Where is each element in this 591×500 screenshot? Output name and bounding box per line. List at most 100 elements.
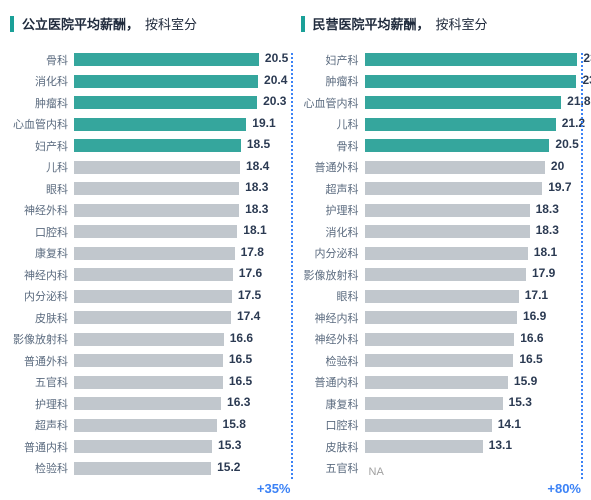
row-label: 超声科 (10, 417, 74, 433)
row-value: 15.3 (509, 395, 532, 409)
bar-fill: 20.3 (74, 96, 257, 109)
row-value: 23.5 (582, 73, 591, 87)
bar-track: 21.2 (365, 118, 582, 131)
bar-rows: 骨科20.5消化科20.4肿瘤科20.3心血管内科19.1妇产科18.5儿科18… (10, 49, 291, 479)
row-value: 17.9 (532, 266, 555, 280)
bar-track: 15.3 (365, 397, 582, 410)
bar-row: 普通内科 15.9 (301, 372, 582, 394)
chart-panel: 公立医院平均薪酬，按科室分骨科20.5消化科20.4肿瘤科20.3心血管内科19… (10, 14, 291, 479)
bar-track: 15.3 (74, 440, 291, 453)
bar-row: 内分泌科 18.1 (301, 243, 582, 265)
row-na: NA (369, 466, 384, 478)
row-value: 20.3 (263, 94, 286, 108)
bar-fill: 16.3 (74, 397, 221, 410)
bar-track: 13.1 (365, 440, 582, 453)
row-value: 16.5 (229, 352, 252, 366)
panel-subtitle: 按科室分 (436, 14, 488, 33)
bar-row: 五官科16.5 (10, 372, 291, 394)
row-label: 护理科 (301, 202, 365, 218)
bar-row: 检验科15.2 (10, 458, 291, 480)
row-value: 16.5 (229, 374, 252, 388)
row-label: 肿瘤科 (10, 95, 74, 111)
diff-dotted-line (291, 53, 293, 479)
bar-fill: 16.6 (365, 333, 515, 346)
bar-fill: 20 (365, 161, 545, 174)
chart-panel: 民营医院平均薪酬，按科室分妇产科23.6肿瘤科23.5心血管内科21.8儿科21… (301, 14, 582, 479)
bar-fill: 18.3 (74, 204, 239, 217)
bar-row: 妇产科23.6 (301, 49, 582, 71)
chart-container: 公立医院平均薪酬，按科室分骨科20.5消化科20.4肿瘤科20.3心血管内科19… (0, 0, 591, 489)
row-value: 16.6 (230, 331, 253, 345)
row-label: 口腔科 (301, 417, 365, 433)
bar-fill: 18.3 (365, 225, 530, 238)
bar-track: 21.8 (365, 96, 582, 109)
row-value: 15.8 (223, 417, 246, 431)
bar-fill: 16.6 (74, 333, 224, 346)
bar-track: 17.9 (365, 268, 582, 281)
bar-fill: 18.1 (74, 225, 237, 238)
row-value: 15.9 (514, 374, 537, 388)
row-value: 17.8 (241, 245, 264, 259)
bar-track: 16.5 (74, 354, 291, 367)
bar-track: NA (365, 462, 582, 475)
bar-track: 15.2 (74, 462, 291, 475)
bar-fill: 18.5 (74, 139, 241, 152)
row-label: 神经外科 (301, 331, 365, 347)
bar-track: 16.5 (365, 354, 582, 367)
bar-row: 儿科21.2 (301, 114, 582, 136)
row-label: 心血管内科 (10, 116, 74, 132)
row-label: 消化科 (10, 73, 74, 89)
bar-track: 15.8 (74, 419, 291, 432)
bar-track: 14.1 (365, 419, 582, 432)
row-value: 18.3 (245, 202, 268, 216)
bar-row: 影像放射科16.6 (10, 329, 291, 351)
row-label: 眼科 (10, 181, 74, 197)
row-value: 18.4 (246, 159, 269, 173)
row-label: 检验科 (10, 460, 74, 476)
row-label: 内分泌科 (301, 245, 365, 261)
row-label: 妇产科 (301, 52, 365, 68)
row-label: 普通内科 (301, 374, 365, 390)
bar-track: 18.3 (365, 204, 582, 217)
bar-row: 内分泌科17.5 (10, 286, 291, 308)
bar-track: 17.6 (74, 268, 291, 281)
row-label: 神经内科 (301, 310, 365, 326)
bar-fill: 19.1 (74, 118, 246, 131)
row-value: 23.6 (583, 51, 591, 65)
bar-row: 神经外科18.3 (10, 200, 291, 222)
bar-fill: 23.6 (365, 53, 578, 66)
row-label: 康复科 (10, 245, 74, 261)
title-accent-bar (10, 16, 14, 32)
row-value: 18.1 (534, 245, 557, 259)
row-value: 17.1 (525, 288, 548, 302)
bar-fill: 15.3 (365, 397, 503, 410)
row-label: 妇产科 (10, 138, 74, 154)
bar-fill: 18.4 (74, 161, 240, 174)
bar-track: 18.3 (74, 182, 291, 195)
row-value: 20.5 (265, 51, 288, 65)
bar-track: 18.3 (365, 225, 582, 238)
bar-track: 17.8 (74, 247, 291, 260)
bar-row: 口腔科 14.1 (301, 415, 582, 437)
bar-fill: 16.9 (365, 311, 517, 324)
row-value: 19.1 (252, 116, 275, 130)
bar-fill: 17.1 (365, 290, 519, 303)
row-label: 内分泌科 (10, 288, 74, 304)
row-value: 18.3 (536, 202, 559, 216)
row-label: 肿瘤科 (301, 73, 365, 89)
bar-rows: 妇产科23.6肿瘤科23.5心血管内科21.8儿科21.2骨科20.5普通外科2… (301, 49, 582, 479)
bar-fill: 21.2 (365, 118, 556, 131)
row-value: 18.1 (243, 223, 266, 237)
bar-fill: 17.9 (365, 268, 526, 281)
bar-row: 普通内科15.3 (10, 436, 291, 458)
row-value: 14.1 (498, 417, 521, 431)
bar-row: 康复科15.3 (301, 393, 582, 415)
bar-track: 16.9 (365, 311, 582, 324)
row-label: 骨科 (301, 138, 365, 154)
row-value: 21.8 (567, 94, 590, 108)
bar-track: 20.4 (74, 75, 291, 88)
bar-row: 普通外科16.5 (10, 350, 291, 372)
bar-row: 普通外科20 (301, 157, 582, 179)
bar-row: 消化科20.4 (10, 71, 291, 93)
bar-row: 骨科20.5 (10, 49, 291, 71)
